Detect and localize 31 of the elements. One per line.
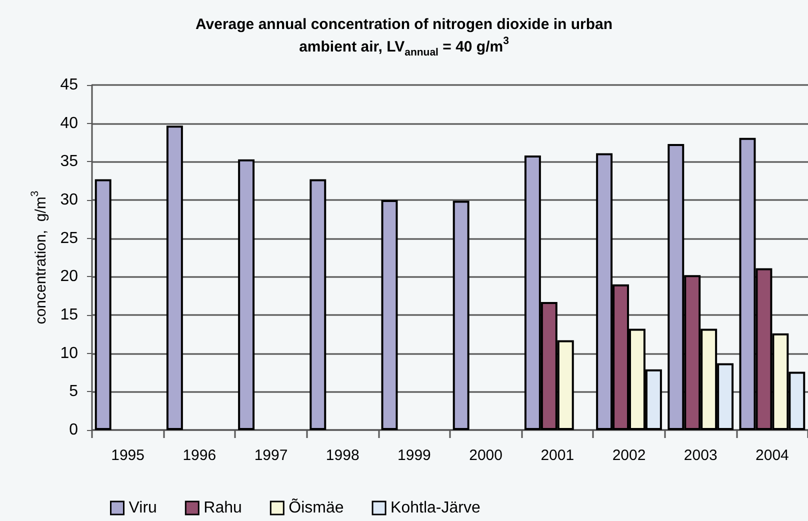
y-tick-label: 10	[60, 344, 78, 362]
x-tick-label: 2001	[540, 447, 574, 464]
x-tick-label: 1996	[182, 447, 216, 464]
legend-label: Rahu	[204, 500, 242, 516]
x-tick-label: 2003	[684, 447, 718, 464]
bar	[452, 200, 470, 430]
x-tick-label: 1999	[398, 447, 431, 464]
y-tick-label: 40	[60, 114, 78, 132]
y-tick-label: 25	[60, 230, 78, 247]
x-tick-label: 1998	[326, 447, 360, 464]
y-tick-label: 45	[60, 76, 78, 94]
y-tick-label: 35	[60, 153, 78, 170]
x-tick-label: 2002	[612, 447, 646, 464]
legend-label: Kohtla-Järve	[390, 500, 480, 516]
y-tick-label: 0	[69, 422, 78, 438]
y-tick-label: 30	[60, 192, 78, 208]
bar	[238, 159, 255, 430]
y-tick-label: 20	[60, 268, 78, 286]
x-tick-label: 1995	[111, 447, 144, 464]
y-axis-title: concentration, g/m3	[29, 190, 50, 324]
bar	[381, 200, 398, 430]
bar	[166, 126, 183, 430]
legend-label: Õismäe	[288, 498, 344, 516]
bar	[310, 179, 326, 430]
bar	[94, 179, 112, 430]
y-tick-label: 5	[69, 383, 78, 400]
x-tick-label: 2004	[756, 447, 789, 464]
x-tick-label: 2000	[469, 447, 502, 464]
legend-label: Viru	[128, 500, 157, 516]
y-tick-label: 15	[60, 306, 78, 324]
x-tick-label: 1997	[254, 447, 288, 464]
